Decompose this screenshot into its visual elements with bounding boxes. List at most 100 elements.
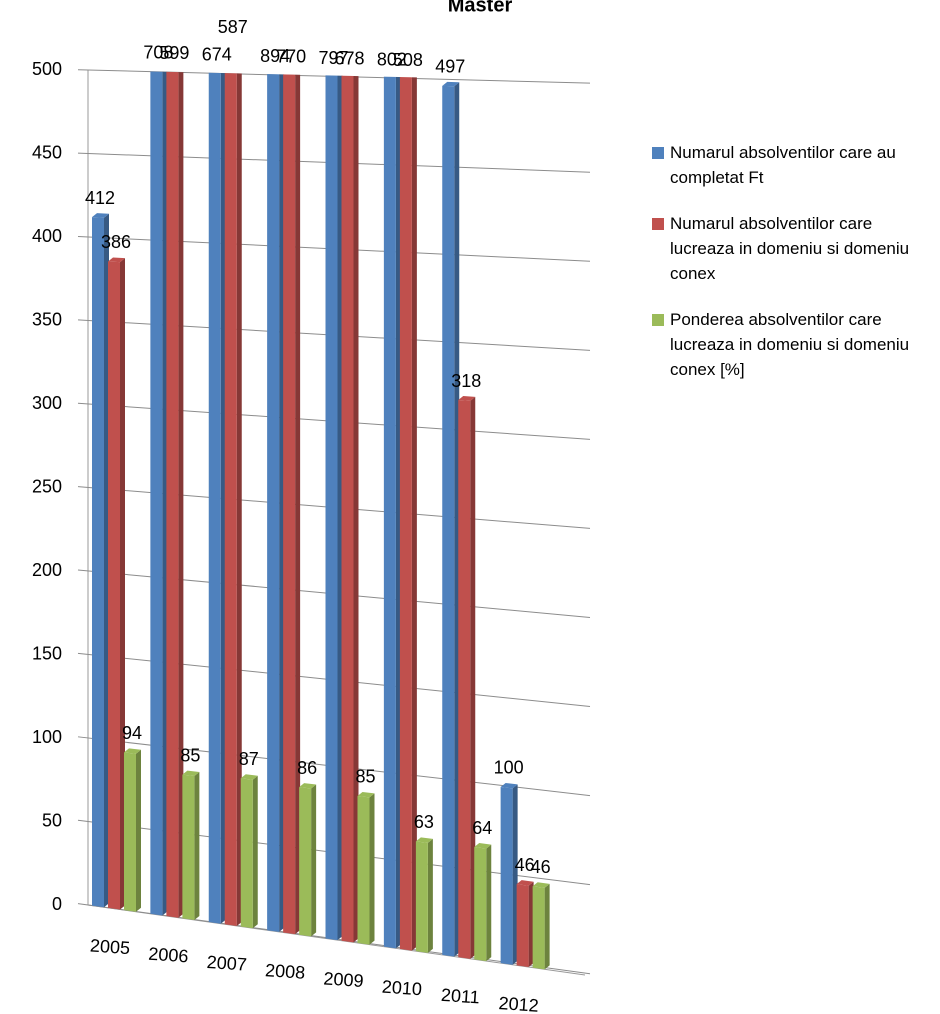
x-tick-label: 2007 [206, 952, 247, 975]
legend-item: Numarul absolventilor care au completat … [652, 140, 937, 190]
bar-side [295, 70, 301, 935]
bar [474, 847, 487, 962]
bar-top [500, 782, 518, 789]
bar-side [279, 70, 285, 932]
x-tick-label: 2006 [148, 944, 189, 967]
bar [458, 400, 471, 959]
bar-side [337, 70, 343, 941]
bar [283, 70, 296, 935]
value-label: 46 [531, 857, 551, 877]
bar-top [442, 81, 460, 87]
value-label: 678 [334, 48, 364, 68]
bar [240, 778, 253, 929]
value-label: 386 [101, 232, 131, 252]
bar [415, 841, 428, 953]
bar-side [454, 82, 460, 957]
bar-top [516, 880, 534, 886]
bar-side [528, 881, 534, 968]
legend-label: Ponderea absolventilor care lucreaza in … [670, 310, 910, 379]
bar-side [136, 749, 141, 912]
value-label: 100 [494, 758, 524, 778]
bar [224, 70, 237, 926]
bar-side [470, 396, 476, 959]
bar [341, 70, 354, 943]
bars [92, 70, 550, 970]
bar [357, 795, 370, 945]
bar-side [369, 793, 375, 945]
legend-item: Numarul absolventilor care lucreaza in d… [652, 211, 937, 286]
bar-top [357, 791, 375, 798]
y-tick-label: 450 [32, 142, 62, 162]
bar-top [415, 837, 433, 843]
bar [383, 70, 396, 949]
bar [442, 85, 455, 957]
bar [267, 70, 280, 932]
x-tick-label: 2009 [323, 968, 364, 991]
value-label: 797 [318, 48, 348, 68]
y-tick-label: 150 [32, 643, 62, 663]
x-tick-label: 2005 [89, 935, 130, 958]
bar [516, 884, 529, 968]
value-label: 587 [218, 17, 248, 37]
bar-top [299, 783, 317, 789]
y-tick-label: 350 [32, 309, 62, 329]
bar-side [411, 70, 417, 951]
bar [150, 70, 163, 916]
value-label: 64 [472, 818, 492, 838]
chart-title: Master [448, 0, 513, 16]
bar-side [220, 70, 226, 924]
bar-side [162, 70, 168, 916]
legend-swatch [652, 218, 664, 230]
value-label: 46 [515, 855, 535, 875]
value-label: 412 [85, 188, 115, 208]
legend-item: Ponderea absolventilor care lucreaza in … [652, 307, 937, 382]
legend-label: Numarul absolventilor care lucreaza in d… [670, 214, 910, 283]
value-label: 674 [202, 44, 232, 64]
value-label: 802 [377, 50, 407, 70]
x-tick-label: 2010 [381, 977, 422, 1000]
bar [325, 70, 338, 941]
bar-side [120, 258, 125, 910]
y-tick-label: 0 [52, 894, 62, 914]
bar-side [236, 70, 242, 926]
bar-side [178, 70, 184, 918]
labels: 0 50 100 150 200 250 300 350 400 450 500 412 386 94 20… [32, 17, 551, 1014]
value-label: 894 [260, 46, 290, 66]
legend-label: Numarul absolventilor care au completat … [670, 143, 896, 187]
bar-side [353, 70, 359, 943]
bar-side [104, 213, 109, 908]
value-label: 599 [159, 43, 189, 63]
value-label: 94 [122, 723, 142, 743]
bar-side [486, 844, 492, 962]
bar-top [240, 774, 258, 780]
bar [92, 217, 104, 908]
bar-top [108, 257, 125, 263]
bar [532, 886, 545, 970]
bar-side [311, 784, 317, 937]
bar-top [124, 748, 141, 754]
bar-top [458, 396, 476, 401]
value-label: 63 [414, 812, 434, 832]
y-tick-label: 250 [32, 476, 62, 496]
y-tick-label: 100 [32, 727, 62, 747]
bar [500, 786, 513, 965]
y-tick-label: 200 [32, 560, 62, 580]
bar [166, 70, 179, 918]
value-label: 708 [143, 43, 173, 63]
legend-swatch [652, 314, 664, 326]
legend: Numarul absolventilor care au completat … [652, 140, 937, 403]
bar-top [92, 213, 109, 218]
value-label: 770 [276, 47, 306, 67]
x-tick-label: 2012 [498, 993, 539, 1014]
value-label: 497 [435, 57, 465, 77]
x-tick-label: 2008 [265, 960, 306, 983]
y-tick-label: 400 [32, 226, 62, 246]
value-label: 85 [180, 745, 200, 765]
value-label: 318 [451, 371, 481, 391]
bar-top [182, 770, 200, 777]
legend-swatch [652, 147, 664, 159]
y-tick-label: 300 [32, 393, 62, 413]
bar-top [474, 843, 492, 849]
